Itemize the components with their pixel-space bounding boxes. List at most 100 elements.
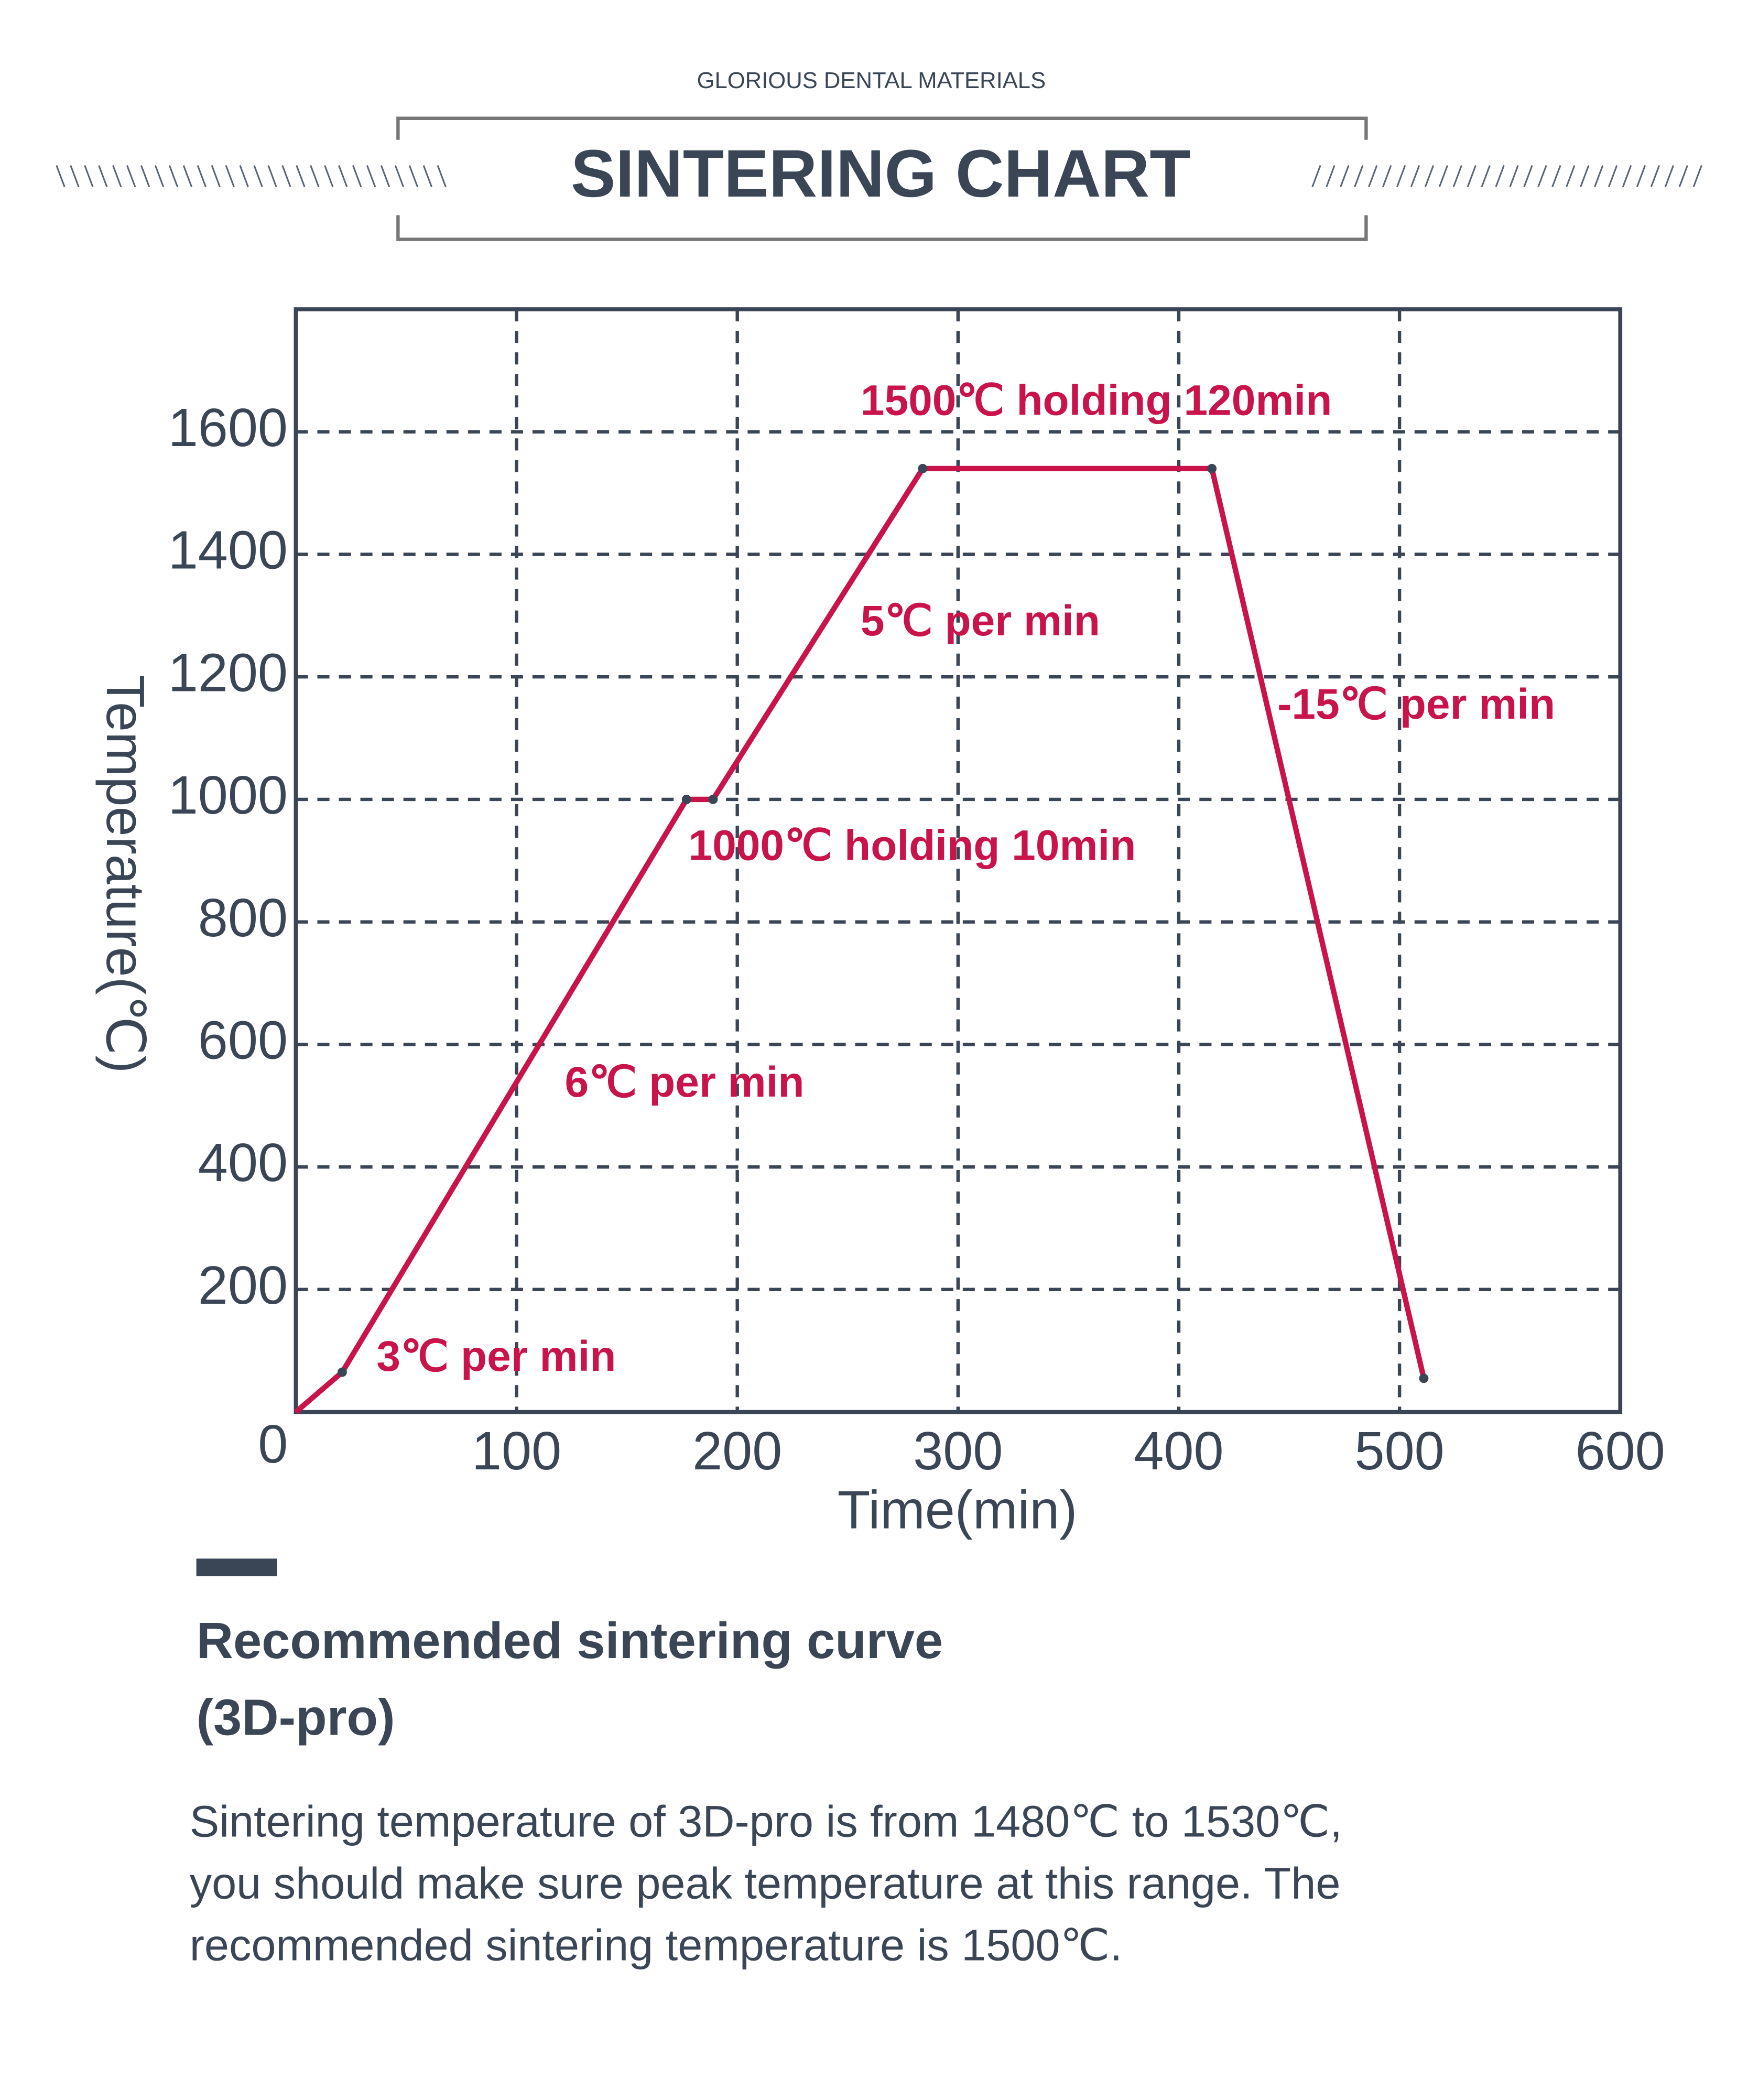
slash bbox=[1580, 165, 1590, 188]
y-tick-label: 1000 bbox=[168, 765, 288, 825]
annotation: -15℃ per min bbox=[1277, 680, 1555, 728]
annotation: 5℃ per min bbox=[861, 597, 1100, 645]
section-bar bbox=[196, 1558, 277, 1576]
slash bbox=[1551, 165, 1561, 188]
y-tick-label: 800 bbox=[198, 887, 288, 948]
plot-frame bbox=[294, 307, 1623, 1414]
slash bbox=[1467, 165, 1476, 188]
body-text: Sintering temperature of 3D-pro is from … bbox=[190, 1796, 1342, 1846]
slash bbox=[1452, 165, 1462, 188]
slash bbox=[1410, 165, 1420, 188]
slash bbox=[1382, 165, 1392, 188]
page-title: SINTERING CHART bbox=[571, 136, 1191, 211]
y-tick-label: 1600 bbox=[168, 397, 288, 458]
slash bbox=[253, 165, 263, 188]
slash bbox=[408, 165, 419, 188]
x-tick-label: 100 bbox=[472, 1421, 561, 1481]
y-tick-label: 600 bbox=[198, 1010, 288, 1070]
slash bbox=[1326, 165, 1336, 188]
x-tick-label: 400 bbox=[1134, 1421, 1223, 1481]
point bbox=[337, 1367, 347, 1377]
slash bbox=[1438, 165, 1449, 188]
slash bbox=[324, 165, 334, 188]
y-tick-label: 1200 bbox=[168, 642, 288, 702]
y-tick-label: 1400 bbox=[168, 520, 288, 580]
x-tick-label: 200 bbox=[692, 1421, 782, 1481]
slash bbox=[56, 165, 66, 188]
slash bbox=[1650, 165, 1660, 188]
point bbox=[918, 463, 928, 473]
slash bbox=[1368, 165, 1378, 188]
slash bbox=[1424, 165, 1435, 188]
x-tick-label: 600 bbox=[1576, 1421, 1665, 1481]
slash bbox=[338, 165, 348, 188]
slash bbox=[394, 165, 405, 188]
section-title: (3D-pro) bbox=[197, 1688, 395, 1746]
slash bbox=[98, 165, 108, 188]
slash bbox=[1537, 165, 1547, 188]
annotation: 1000℃ holding 10min bbox=[688, 821, 1136, 869]
slash bbox=[1636, 165, 1646, 188]
slash bbox=[1608, 165, 1618, 188]
slash bbox=[1509, 165, 1519, 188]
title-frame bbox=[396, 116, 1368, 241]
slash bbox=[84, 165, 94, 188]
x-tick-label: 300 bbox=[913, 1421, 1003, 1481]
slash bbox=[140, 165, 150, 188]
slash bbox=[182, 165, 193, 188]
slash bbox=[1594, 165, 1604, 188]
x-axis-label: Time(min) bbox=[838, 1480, 1078, 1540]
slash bbox=[1678, 165, 1688, 188]
slash bbox=[211, 165, 221, 188]
body-text: you should make sure peak temperature at… bbox=[190, 1858, 1341, 1908]
slash bbox=[1495, 165, 1505, 188]
x-tick-label: 500 bbox=[1355, 1421, 1445, 1481]
slash bbox=[380, 165, 390, 188]
slash bbox=[1622, 165, 1632, 188]
slash bbox=[239, 165, 249, 188]
section-title: Recommended sintering curve bbox=[197, 1612, 943, 1669]
point bbox=[681, 794, 691, 804]
slash bbox=[366, 165, 376, 188]
slash bbox=[267, 165, 277, 188]
slash bbox=[225, 165, 235, 188]
y-axis-label: Temperature(℃) bbox=[95, 675, 156, 1074]
slash bbox=[437, 165, 447, 188]
slash bbox=[1481, 165, 1491, 188]
brand: GLORIOUS DENTAL MATERIALS bbox=[697, 68, 1046, 93]
slash bbox=[112, 165, 122, 188]
y-tick-label: 400 bbox=[198, 1132, 288, 1193]
slash bbox=[310, 165, 320, 188]
slash bbox=[1340, 165, 1350, 188]
annotation: 6℃ per min bbox=[564, 1058, 804, 1106]
decoration bbox=[56, 165, 1702, 188]
annotation: 3℃ per min bbox=[376, 1333, 616, 1380]
slash bbox=[1396, 165, 1406, 188]
point bbox=[1419, 1373, 1429, 1383]
point bbox=[708, 794, 718, 804]
slash bbox=[1664, 165, 1675, 188]
slash bbox=[1354, 165, 1364, 188]
slash bbox=[1692, 165, 1702, 188]
x-tick-label: 0 bbox=[258, 1414, 288, 1474]
slash bbox=[70, 165, 80, 188]
slash bbox=[1566, 165, 1576, 188]
chart: 200 400 600 800 1000 1200 1400 1600 0 100 200 300 40… bbox=[95, 307, 1665, 1540]
annotation: 1500℃ holding 120min bbox=[861, 376, 1332, 424]
slash bbox=[1311, 165, 1321, 188]
slash bbox=[168, 165, 179, 188]
slash bbox=[1523, 165, 1533, 188]
y-tick-label: 200 bbox=[198, 1255, 288, 1315]
slash bbox=[197, 165, 207, 188]
slash bbox=[154, 165, 165, 188]
slash bbox=[422, 165, 432, 188]
slash bbox=[126, 165, 136, 188]
body-text: recommended sintering temperature is 150… bbox=[190, 1920, 1122, 1970]
slash bbox=[296, 165, 306, 188]
point bbox=[1207, 463, 1217, 473]
slash bbox=[352, 165, 362, 188]
slash bbox=[281, 165, 291, 188]
